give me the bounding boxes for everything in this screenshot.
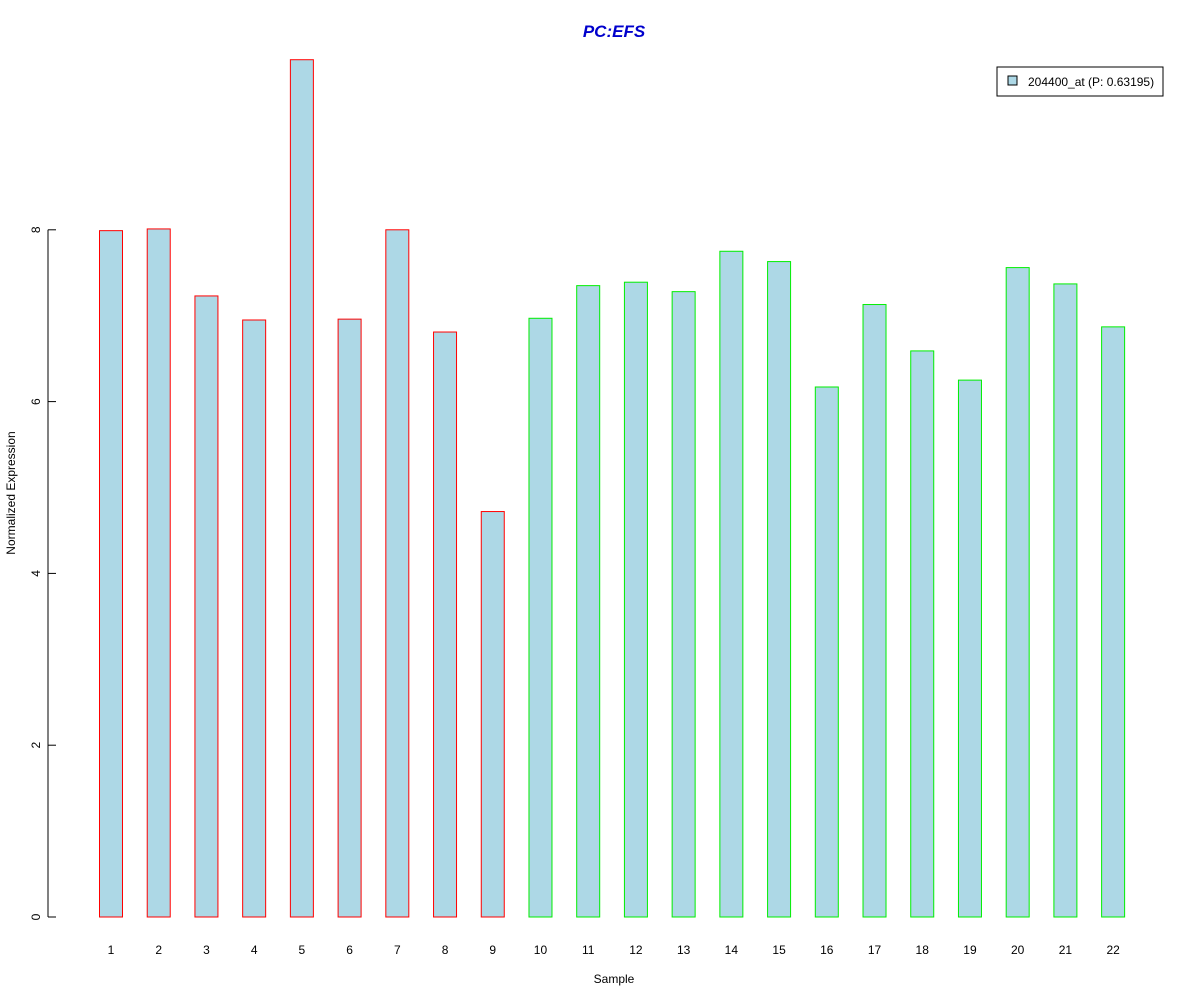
bar <box>814 386 839 918</box>
x-tick-label: 15 <box>772 943 786 957</box>
bar <box>528 317 553 918</box>
x-tick-label: 12 <box>629 943 643 957</box>
chart-title: PC:EFS <box>583 22 646 41</box>
bar <box>242 319 267 918</box>
x-tick-label: 14 <box>725 943 739 957</box>
x-tick-label: 21 <box>1059 943 1073 957</box>
y-tick-label: 0 <box>29 913 43 920</box>
y-tick-label: 2 <box>29 742 43 749</box>
x-tick-label: 6 <box>346 943 353 957</box>
bar <box>862 304 887 918</box>
y-tick-label: 8 <box>29 226 43 233</box>
x-tick-labels: 1 2 3 4 5 6 7 8 9 10 11 12 13 14 15 16 17 18 19 20 21 22 <box>108 943 1120 957</box>
x-tick-label: 13 <box>677 943 691 957</box>
bar <box>719 250 744 918</box>
bar <box>146 228 171 918</box>
x-tick-label: 9 <box>489 943 496 957</box>
bar <box>337 318 362 918</box>
bar <box>99 230 123 918</box>
bar <box>671 291 696 918</box>
x-axis-label: Sample <box>594 972 635 986</box>
legend-swatch <box>1007 75 1018 86</box>
bar <box>289 59 314 918</box>
x-tick-label: 17 <box>868 943 882 957</box>
y-tick-label: 4 <box>29 570 43 577</box>
x-tick-label: 19 <box>963 943 977 957</box>
bar <box>194 295 219 918</box>
bar <box>767 261 792 918</box>
bars <box>99 59 1126 918</box>
x-tick-label: 4 <box>251 943 258 957</box>
x-tick-label: 22 <box>1106 943 1120 957</box>
x-tick-label: 18 <box>916 943 930 957</box>
x-tick-label: 7 <box>394 943 401 957</box>
y-tick-label: 6 <box>29 398 43 405</box>
x-tick-label: 5 <box>299 943 306 957</box>
x-tick-label: 20 <box>1011 943 1025 957</box>
x-tick-label: 1 <box>108 943 115 957</box>
bar <box>910 350 935 918</box>
x-tick-label: 3 <box>203 943 210 957</box>
x-tick-label: 16 <box>820 943 834 957</box>
bar <box>1101 326 1126 918</box>
bar <box>623 281 648 918</box>
bar <box>433 331 458 918</box>
bar <box>576 285 601 918</box>
bar <box>1053 283 1078 918</box>
bar <box>385 229 410 918</box>
legend-box <box>996 66 1164 97</box>
x-tick-label: 11 <box>582 943 595 957</box>
legend: 204400_at (P: 0.63195) <box>996 66 1164 97</box>
x-tick-label: 10 <box>534 943 548 957</box>
bar <box>957 379 982 918</box>
y-axis: 0 2 4 6 8 <box>29 226 56 920</box>
legend-label: 204400_at (P: 0.63195) <box>1028 75 1154 89</box>
x-tick-label: 2 <box>155 943 162 957</box>
bar <box>1005 267 1030 918</box>
x-tick-label: 8 <box>442 943 449 957</box>
y-axis-label: Normalized Expression <box>4 431 18 554</box>
bar <box>480 511 505 918</box>
